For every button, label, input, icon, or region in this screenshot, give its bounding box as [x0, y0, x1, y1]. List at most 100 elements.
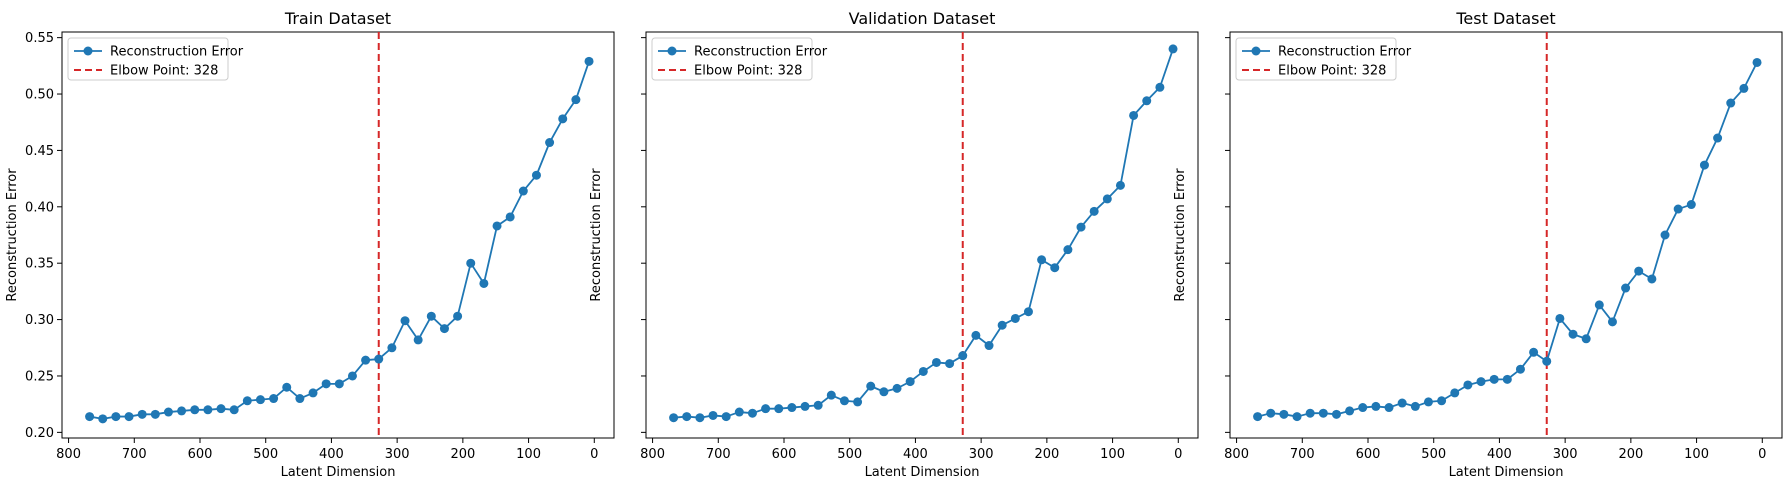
data-point	[840, 396, 849, 405]
data-point	[427, 312, 436, 321]
data-point	[585, 57, 594, 66]
data-point	[506, 212, 515, 221]
data-point	[453, 312, 462, 321]
data-point	[1739, 84, 1748, 93]
data-point	[1103, 194, 1112, 203]
data-point	[98, 414, 107, 423]
data-point	[801, 402, 810, 411]
x-tick-label: 300	[385, 447, 410, 462]
data-point	[374, 355, 383, 364]
data-point	[282, 383, 291, 392]
data-point	[1463, 380, 1472, 389]
data-point	[1129, 111, 1138, 120]
y-tick-label: 0.55	[25, 31, 54, 46]
data-point	[1037, 255, 1046, 264]
data-point	[440, 324, 449, 333]
chart-panel-3: Test Dataset800 700 600 500 400 300 200 100 0Lat…	[1173, 9, 1782, 480]
data-point	[958, 351, 967, 360]
series-line	[674, 49, 1173, 418]
x-axis-label: Latent Dimension	[1449, 465, 1564, 480]
data-point	[1116, 181, 1125, 190]
data-point	[787, 403, 796, 412]
x-tick-label: 700	[122, 447, 147, 462]
series-line	[1258, 62, 1757, 416]
data-point	[1621, 284, 1630, 293]
legend-label: Reconstruction Error	[1278, 45, 1412, 60]
y-tick-label: 0.25	[25, 369, 54, 384]
chart-panel-1: Train Dataset 800 700 600 500 400 300 200 100 0 0.…	[5, 9, 614, 480]
data-point	[932, 358, 941, 367]
y-tick-label: 0.35	[25, 257, 54, 272]
x-tick-label: 200	[1034, 447, 1059, 462]
legend: Reconstruction ErrorElbow Point: 328	[652, 38, 828, 80]
y-tick-label: 0.45	[25, 144, 54, 159]
data-point	[985, 341, 994, 350]
data-point	[1450, 388, 1459, 397]
data-point	[945, 359, 954, 368]
data-point	[558, 114, 567, 123]
data-point	[1700, 161, 1709, 170]
data-point	[827, 391, 836, 400]
data-point	[1319, 409, 1328, 418]
data-point	[906, 377, 915, 386]
data-point	[1555, 314, 1564, 323]
data-point	[348, 371, 357, 380]
data-point	[1542, 357, 1551, 366]
data-point	[230, 405, 239, 414]
data-point	[774, 404, 783, 413]
data-point	[1063, 245, 1072, 254]
data-point	[722, 412, 731, 421]
data-point	[295, 394, 304, 403]
data-point	[1753, 58, 1762, 67]
data-point	[1674, 205, 1683, 214]
data-point	[682, 412, 691, 421]
legend-label: Elbow Point: 328	[1278, 64, 1386, 79]
legend-marker-swatch	[84, 47, 93, 56]
x-tick-label: 400	[903, 447, 928, 462]
data-point	[1090, 207, 1099, 216]
y-tick-label: 0.20	[25, 426, 54, 441]
data-point	[1279, 410, 1288, 419]
x-tick-label: 400	[1487, 447, 1512, 462]
chart-title: Train Dataset	[284, 9, 391, 28]
x-tick-label: 0	[1758, 447, 1766, 462]
x-tick-label: 800	[1224, 447, 1249, 462]
data-point	[1077, 223, 1086, 232]
data-point	[414, 335, 423, 344]
x-tick-label: 600	[1356, 447, 1381, 462]
data-point	[335, 379, 344, 388]
x-tick-label: 0	[1174, 447, 1182, 462]
data-point	[1647, 274, 1656, 283]
data-point	[1385, 403, 1394, 412]
chart-panel-2: Validation Dataset800 700 600 500 400 300 200 1…	[589, 9, 1198, 480]
x-tick-label: 500	[837, 447, 862, 462]
data-point	[1582, 334, 1591, 343]
data-point	[1345, 406, 1354, 415]
data-point	[866, 382, 875, 391]
data-point	[853, 397, 862, 406]
y-tick-label: 0.40	[25, 200, 54, 215]
data-point	[256, 395, 265, 404]
legend-label: Reconstruction Error	[694, 45, 828, 60]
data-point	[669, 413, 678, 422]
data-point	[919, 367, 928, 376]
data-point	[695, 413, 704, 422]
data-point	[1569, 330, 1578, 339]
data-point	[1169, 44, 1178, 53]
data-point	[203, 405, 212, 414]
y-tick-label: 0.50	[25, 88, 54, 103]
data-point	[361, 356, 370, 365]
x-tick-label: 0	[590, 447, 598, 462]
data-point	[735, 408, 744, 417]
x-axis-label: Latent Dimension	[865, 465, 980, 480]
data-point	[387, 343, 396, 352]
data-point	[519, 187, 528, 196]
x-tick-label: 500	[253, 447, 278, 462]
data-point	[1411, 402, 1420, 411]
data-point	[1516, 365, 1525, 374]
data-point	[545, 138, 554, 147]
data-point	[1713, 134, 1722, 143]
data-point	[1398, 399, 1407, 408]
legend-label: Reconstruction Error	[110, 45, 244, 60]
